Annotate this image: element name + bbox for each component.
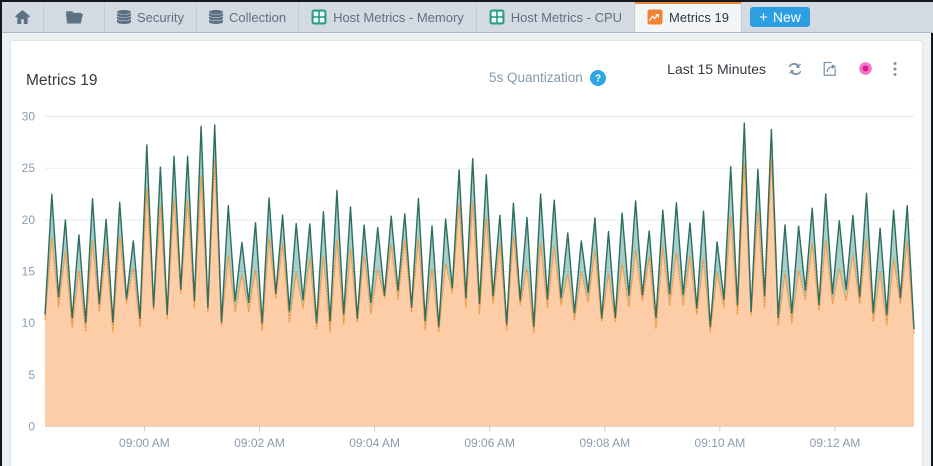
svg-text:?: ? — [595, 73, 601, 84]
